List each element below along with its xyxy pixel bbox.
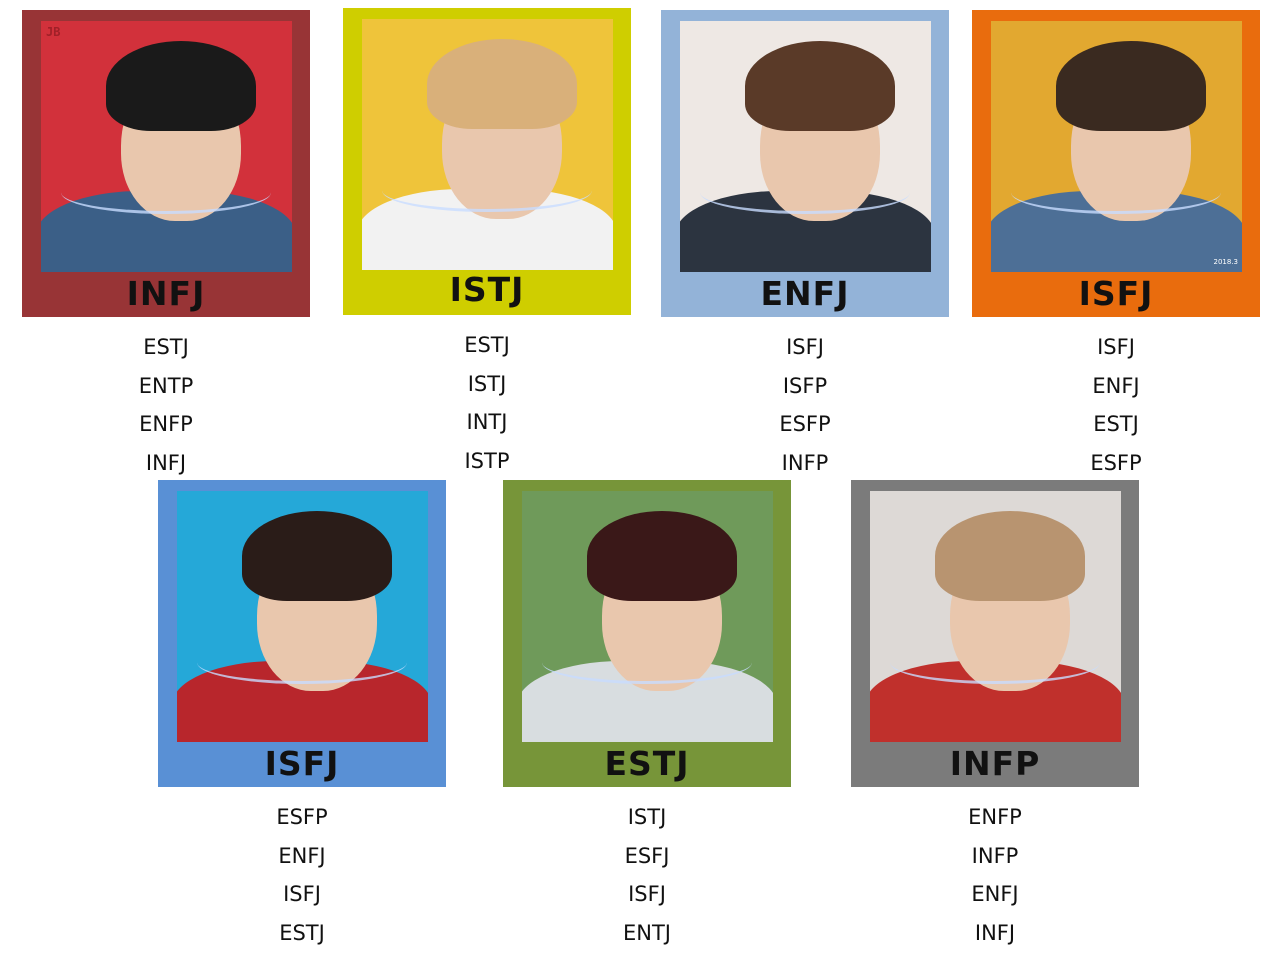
- mbti-type-label: ESTJ: [604, 744, 690, 783]
- polaroid-card: ESTJ ISTJ ESFJ ISFJ ENTJ: [503, 480, 791, 945]
- mbti-type-label: INFJ: [126, 274, 206, 313]
- member-photo: 2018.3: [991, 21, 1242, 272]
- compatible-types-list: ESFP ENFJ ISFJ ESTJ: [158, 798, 446, 952]
- compatible-type: ISTJ: [627, 805, 667, 829]
- holographic-script: [890, 641, 1100, 684]
- compatible-types-list: ISTJ ESFJ ISFJ ENTJ: [503, 798, 791, 952]
- compatible-type: ENTJ: [623, 920, 671, 945]
- compatible-type: ENFJ: [278, 843, 326, 868]
- polaroid-card: ISFJ ESFP ENFJ ISFJ ESTJ: [158, 480, 446, 945]
- compatible-types-list: ISFJ ENFJ ESTJ ESFP: [972, 328, 1260, 482]
- mbti-type-label: ENFJ: [760, 274, 850, 313]
- mbti-type-label: INFP: [949, 744, 1041, 783]
- compatible-types-list: ISFJ ISFP ESFP INFP: [661, 328, 949, 482]
- compatible-type: ESTJ: [464, 333, 510, 357]
- polaroid-card: ENFJ ISFJ ISFP ESFP INFP: [661, 10, 949, 475]
- compatible-type: ESTJ: [1093, 412, 1139, 436]
- photo-hair: [427, 39, 577, 129]
- member-photo: [362, 19, 613, 270]
- compatible-type: ENFP: [139, 412, 193, 436]
- compatible-type: ESFJ: [624, 843, 670, 868]
- compatible-type: ISFJ: [786, 335, 824, 359]
- mbti-type-label: ISFJ: [1078, 274, 1154, 313]
- member-photo: [870, 491, 1121, 742]
- compatible-type: INFP: [971, 843, 1019, 868]
- polaroid-card: INFP ENFP INFP ENFJ INFJ: [851, 480, 1139, 945]
- compatible-types-list: ENFP INFP ENFJ INFJ: [851, 798, 1139, 952]
- compatible-type: INFP: [781, 450, 829, 475]
- holographic-script: [382, 169, 592, 212]
- compatible-type: ENFJ: [971, 882, 1019, 906]
- member-photo: [177, 491, 428, 742]
- holographic-script: [197, 641, 407, 684]
- compatible-type: INFJ: [974, 920, 1016, 945]
- polaroid-card: ISTJ ESTJ ISTJ INTJ ISTP: [343, 8, 631, 473]
- compatible-type: ENFP: [968, 805, 1022, 829]
- compatible-type: ESTJ: [143, 335, 189, 359]
- photo-hair: [587, 511, 737, 601]
- photo-date: 2018.3: [1213, 258, 1239, 266]
- member-photo: [680, 21, 931, 272]
- compatible-type: ESFP: [779, 412, 831, 436]
- polaroid-card: JB INFJ ESTJ ENTP ENFP INFJ: [22, 10, 310, 475]
- compatible-type: ISFP: [782, 373, 828, 398]
- compatible-type: ISTP: [464, 448, 510, 473]
- compatible-type: ESTJ: [279, 920, 325, 945]
- photo-hair: [745, 41, 895, 131]
- holographic-script: [1011, 171, 1221, 214]
- polaroid-card: 2018.3 ISFJ ISFJ ENFJ ESTJ ESFP: [972, 10, 1260, 475]
- compatible-type: ISFJ: [628, 882, 666, 906]
- compatible-type: ESFP: [276, 805, 328, 829]
- photo-hair: [242, 511, 392, 601]
- photo-hair: [935, 511, 1085, 601]
- mbti-type-label: ISTJ: [449, 270, 525, 309]
- compatible-type: ISFJ: [283, 882, 321, 906]
- photo-hair: [106, 41, 256, 131]
- compatible-type: ISFJ: [1097, 335, 1135, 359]
- compatible-type: ESFP: [1090, 450, 1142, 475]
- compatible-type: INTJ: [466, 410, 508, 434]
- compatible-type: INFJ: [145, 450, 187, 475]
- member-photo: JB: [41, 21, 292, 272]
- photo-hair: [1056, 41, 1206, 131]
- member-photo: [522, 491, 773, 742]
- mbti-type-label: ISFJ: [264, 744, 340, 783]
- holographic-script: [542, 641, 752, 684]
- compatible-type: ISTJ: [467, 371, 507, 396]
- holographic-script: [61, 171, 271, 214]
- compatible-type: ENTP: [138, 373, 194, 398]
- holographic-script: [700, 171, 910, 214]
- photo-tag: JB: [46, 25, 61, 39]
- compatible-types-list: ESTJ ISTJ INTJ ISTP: [343, 326, 631, 480]
- compatible-type: ENFJ: [1092, 373, 1140, 398]
- compatible-types-list: ESTJ ENTP ENFP INFJ: [22, 328, 310, 482]
